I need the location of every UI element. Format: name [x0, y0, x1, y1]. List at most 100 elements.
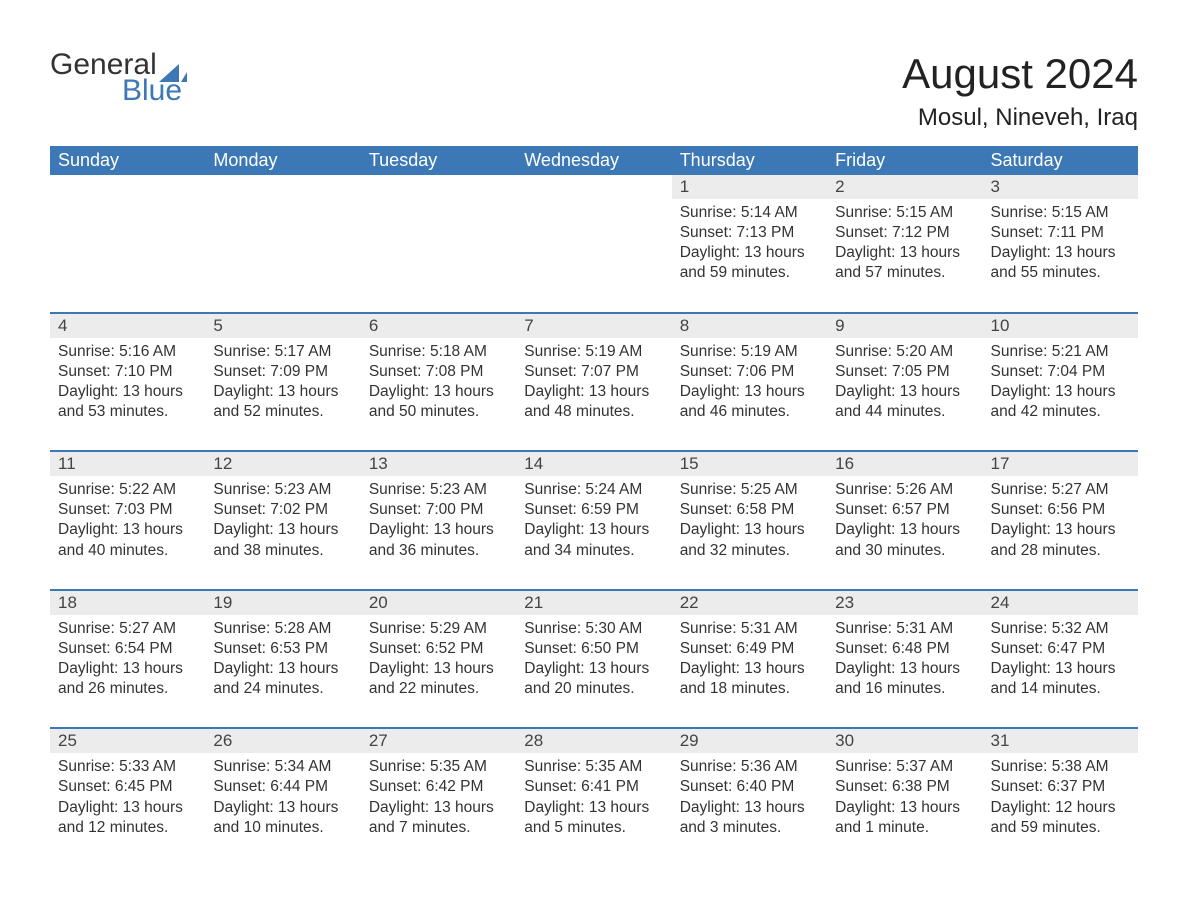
day-number: 31 — [983, 729, 1138, 753]
daylight-text-1: Daylight: 13 hours — [58, 382, 197, 402]
daylight-text-2: and 7 minutes. — [369, 818, 508, 838]
title-block: August 2024 Mosul, Nineveh, Iraq — [902, 50, 1138, 132]
sunrise-text: Sunrise: 5:24 AM — [524, 480, 663, 500]
daylight-text-1: Daylight: 13 hours — [524, 798, 663, 818]
day-number: 18 — [50, 591, 205, 615]
day-cell — [516, 199, 671, 313]
daylight-text-2: and 10 minutes. — [213, 818, 352, 838]
day-content-row: Sunrise: 5:16 AMSunset: 7:10 PMDaylight:… — [50, 338, 1138, 452]
sunrise-text: Sunrise: 5:23 AM — [213, 480, 352, 500]
day-number: 23 — [827, 591, 982, 615]
day-cell: Sunrise: 5:31 AMSunset: 6:49 PMDaylight:… — [672, 615, 827, 729]
sunrise-text: Sunrise: 5:15 AM — [835, 203, 974, 223]
sunrise-text: Sunrise: 5:30 AM — [524, 619, 663, 639]
daylight-text-1: Daylight: 13 hours — [58, 798, 197, 818]
sunrise-text: Sunrise: 5:34 AM — [213, 757, 352, 777]
sunset-text: Sunset: 6:59 PM — [524, 500, 663, 520]
daylight-text-1: Daylight: 13 hours — [524, 520, 663, 540]
daylight-text-2: and 5 minutes. — [524, 818, 663, 838]
day-header-row: Sunday Monday Tuesday Wednesday Thursday… — [50, 146, 1138, 175]
day-content-row: Sunrise: 5:27 AMSunset: 6:54 PMDaylight:… — [50, 615, 1138, 729]
daylight-text-2: and 16 minutes. — [835, 679, 974, 699]
day-number — [516, 175, 671, 199]
sunset-text: Sunset: 7:03 PM — [58, 500, 197, 520]
day-cell: Sunrise: 5:29 AMSunset: 6:52 PMDaylight:… — [361, 615, 516, 729]
daynum-row: 25262728293031 — [50, 729, 1138, 753]
daylight-text-1: Daylight: 13 hours — [991, 520, 1130, 540]
day-cell: Sunrise: 5:21 AMSunset: 7:04 PMDaylight:… — [983, 338, 1138, 452]
day-number: 29 — [672, 729, 827, 753]
day-cell — [205, 199, 360, 313]
day-header: Friday — [827, 146, 982, 175]
sunrise-text: Sunrise: 5:29 AM — [369, 619, 508, 639]
brand-logo: General Blue — [50, 50, 187, 106]
day-content-row: Sunrise: 5:33 AMSunset: 6:45 PMDaylight:… — [50, 753, 1138, 846]
day-number: 20 — [361, 591, 516, 615]
daylight-text-1: Daylight: 13 hours — [524, 659, 663, 679]
daylight-text-2: and 28 minutes. — [991, 541, 1130, 561]
daylight-text-2: and 12 minutes. — [58, 818, 197, 838]
sunset-text: Sunset: 7:13 PM — [680, 223, 819, 243]
daylight-text-2: and 36 minutes. — [369, 541, 508, 561]
day-cell: Sunrise: 5:30 AMSunset: 6:50 PMDaylight:… — [516, 615, 671, 729]
day-number: 9 — [827, 314, 982, 338]
sunrise-text: Sunrise: 5:19 AM — [680, 342, 819, 362]
daylight-text-2: and 55 minutes. — [991, 263, 1130, 283]
sunrise-text: Sunrise: 5:16 AM — [58, 342, 197, 362]
daylight-text-1: Daylight: 13 hours — [524, 382, 663, 402]
calendar-table: Sunday Monday Tuesday Wednesday Thursday… — [50, 146, 1138, 846]
day-cell: Sunrise: 5:37 AMSunset: 6:38 PMDaylight:… — [827, 753, 982, 846]
day-cell: Sunrise: 5:22 AMSunset: 7:03 PMDaylight:… — [50, 476, 205, 590]
daynum-row: 18192021222324 — [50, 591, 1138, 615]
sunset-text: Sunset: 6:42 PM — [369, 777, 508, 797]
day-number: 27 — [361, 729, 516, 753]
day-cell: Sunrise: 5:18 AMSunset: 7:08 PMDaylight:… — [361, 338, 516, 452]
daynum-row: 45678910 — [50, 314, 1138, 338]
day-number: 5 — [205, 314, 360, 338]
sunset-text: Sunset: 7:11 PM — [991, 223, 1130, 243]
daylight-text-2: and 59 minutes. — [680, 263, 819, 283]
daylight-text-2: and 44 minutes. — [835, 402, 974, 422]
sunrise-text: Sunrise: 5:22 AM — [58, 480, 197, 500]
sunset-text: Sunset: 7:00 PM — [369, 500, 508, 520]
sunrise-text: Sunrise: 5:21 AM — [991, 342, 1130, 362]
daylight-text-2: and 30 minutes. — [835, 541, 974, 561]
sunrise-text: Sunrise: 5:31 AM — [680, 619, 819, 639]
daylight-text-1: Daylight: 13 hours — [680, 243, 819, 263]
daylight-text-1: Daylight: 13 hours — [369, 382, 508, 402]
daylight-text-1: Daylight: 13 hours — [680, 659, 819, 679]
day-cell: Sunrise: 5:23 AMSunset: 7:00 PMDaylight:… — [361, 476, 516, 590]
sunrise-text: Sunrise: 5:25 AM — [680, 480, 819, 500]
day-number: 19 — [205, 591, 360, 615]
day-header: Saturday — [983, 146, 1138, 175]
sunset-text: Sunset: 6:40 PM — [680, 777, 819, 797]
day-cell: Sunrise: 5:14 AMSunset: 7:13 PMDaylight:… — [672, 199, 827, 313]
daylight-text-2: and 50 minutes. — [369, 402, 508, 422]
daylight-text-1: Daylight: 13 hours — [835, 243, 974, 263]
daylight-text-1: Daylight: 13 hours — [991, 382, 1130, 402]
sunrise-text: Sunrise: 5:20 AM — [835, 342, 974, 362]
sunset-text: Sunset: 6:50 PM — [524, 639, 663, 659]
daylight-text-2: and 48 minutes. — [524, 402, 663, 422]
sunset-text: Sunset: 6:53 PM — [213, 639, 352, 659]
daylight-text-2: and 14 minutes. — [991, 679, 1130, 699]
day-number — [205, 175, 360, 199]
day-number: 26 — [205, 729, 360, 753]
page-header: General Blue August 2024 Mosul, Nineveh,… — [50, 50, 1138, 132]
day-number: 17 — [983, 452, 1138, 476]
day-number: 22 — [672, 591, 827, 615]
daylight-text-1: Daylight: 13 hours — [835, 382, 974, 402]
day-content-row: Sunrise: 5:22 AMSunset: 7:03 PM Daylight:… — [50, 476, 1138, 590]
day-header: Wednesday — [516, 146, 671, 175]
sunrise-text: Sunrise: 5:31 AM — [835, 619, 974, 639]
daylight-text-2: and 38 minutes. — [213, 541, 352, 561]
sunset-text: Sunset: 6:57 PM — [835, 500, 974, 520]
daylight-text-2: and 20 minutes. — [524, 679, 663, 699]
location-subtitle: Mosul, Nineveh, Iraq — [902, 104, 1138, 132]
daylight-text-2: and 34 minutes. — [524, 541, 663, 561]
day-number — [50, 175, 205, 199]
day-cell: Sunrise: 5:35 AMSunset: 6:41 PMDaylight:… — [516, 753, 671, 846]
sunset-text: Sunset: 6:37 PM — [991, 777, 1130, 797]
day-cell: Sunrise: 5:19 AMSunset: 7:06 PMDaylight:… — [672, 338, 827, 452]
day-header: Tuesday — [361, 146, 516, 175]
